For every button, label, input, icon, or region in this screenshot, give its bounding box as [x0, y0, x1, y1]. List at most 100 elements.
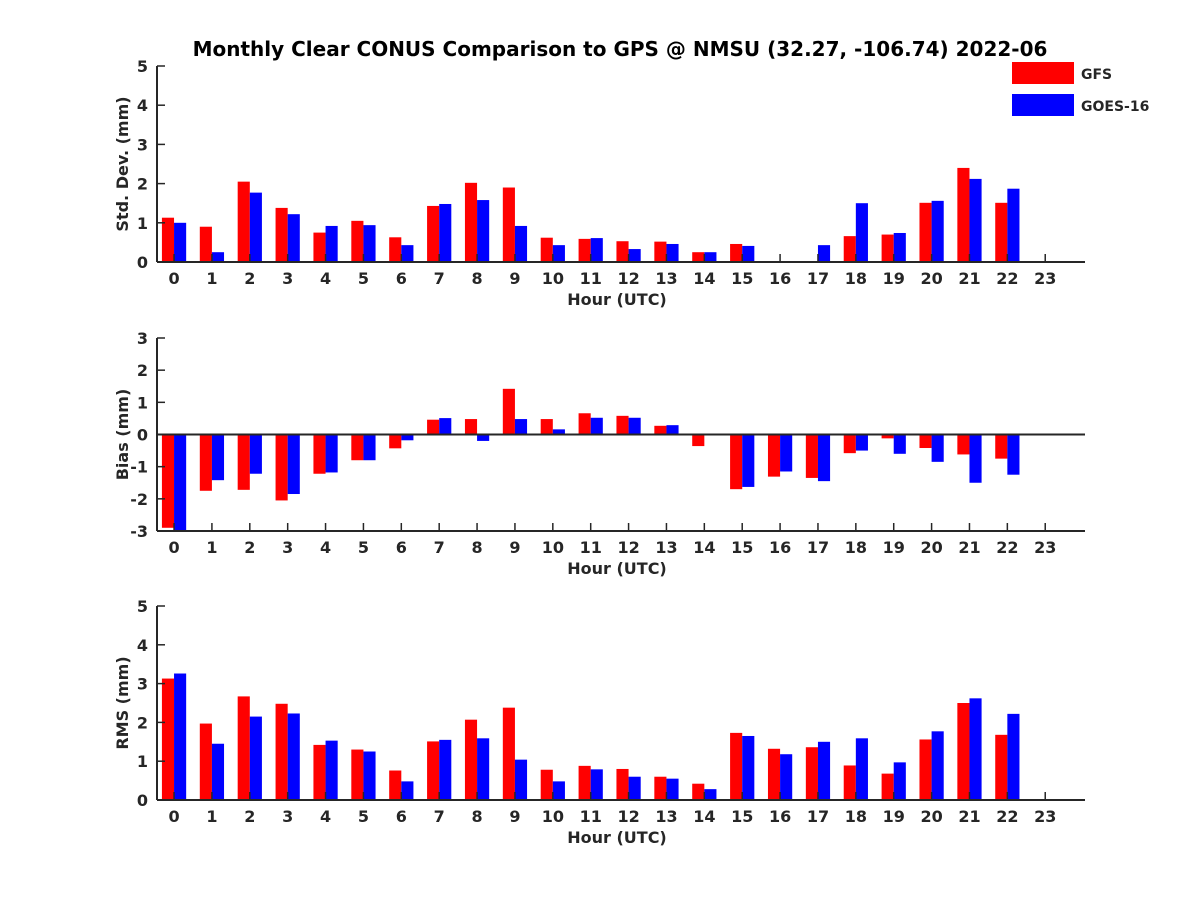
bias-bar-goes16-h3: [287, 434, 300, 495]
rms-bar-goes16-h22: [1007, 713, 1020, 800]
std-dev-xtick-label: 1: [206, 269, 217, 288]
std-dev-bar-goes16-h10: [552, 245, 565, 262]
bias-xtick-label: 11: [580, 538, 602, 557]
std-dev-bar-goes16-h11: [590, 238, 603, 262]
std-dev-bar-gfs-h0: [161, 217, 175, 262]
std-dev-xtick-label: 18: [845, 269, 867, 288]
bias-xtick-label: 16: [769, 538, 791, 557]
rms-xtick-label: 8: [471, 807, 482, 826]
bias-ytick-label: 2: [137, 361, 148, 380]
rms-bar-goes16-h14: [704, 789, 717, 800]
std-dev-bar-gfs-h11: [578, 238, 591, 262]
rms-ytick-label: 0: [137, 791, 148, 810]
bias-bar-goes16-h19: [893, 434, 906, 454]
bias-bar-gfs-h10: [540, 419, 553, 435]
rms-bar-gfs-h12: [616, 768, 629, 800]
rms-bar-gfs-h22: [995, 734, 1008, 800]
bias-bar-goes16-h12: [628, 417, 641, 435]
rms-bar-gfs-h11: [578, 765, 591, 800]
rms-xtick-label: 12: [617, 807, 639, 826]
std-dev-bar-goes16-h12: [628, 249, 641, 262]
bias-bar-goes16-h18: [855, 434, 868, 451]
rms-bar-goes16-h12: [628, 776, 641, 800]
std-dev-xtick-label: 4: [320, 269, 331, 288]
rms-bar-goes16-h18: [855, 738, 868, 800]
bias-bar-gfs-h1: [199, 434, 212, 491]
rms-xtick-label: 14: [693, 807, 715, 826]
rms-xtick-label: 21: [958, 807, 980, 826]
std-dev-xtick-label: 2: [244, 269, 255, 288]
std-dev-xtick-label: 19: [883, 269, 905, 288]
rms-bar-goes16-h19: [893, 762, 906, 800]
rms-xtick-label: 22: [996, 807, 1018, 826]
rms-bar-goes16-h21: [969, 698, 982, 800]
rms-bar-goes16-h1: [211, 743, 225, 800]
std-dev-bar-gfs-h14: [692, 252, 705, 262]
bias-bar-gfs-h18: [843, 434, 856, 454]
std-dev-bar-goes16-h17: [817, 245, 831, 262]
std-dev-xtick-label: 9: [509, 269, 520, 288]
bias-xtick-label: 2: [244, 538, 255, 557]
std-dev-x-label: Hour (UTC): [567, 290, 667, 309]
rms-xtick-label: 7: [434, 807, 445, 826]
rms-bar-goes16-h10: [552, 781, 565, 800]
std-dev-xtick-label: 12: [617, 269, 639, 288]
legend-label-gfs: GFS: [1081, 67, 1112, 83]
bias-bar-goes16-h0: [174, 434, 187, 531]
rms-bar-goes16-h7: [439, 739, 452, 800]
bias-bar-gfs-h2: [237, 434, 250, 490]
std-dev-xtick-label: 5: [358, 269, 369, 288]
std-dev-bar-goes16-h9: [514, 225, 528, 262]
rms-bar-goes16-h13: [666, 778, 679, 800]
std-dev-bar-gfs-h13: [654, 241, 667, 262]
bias-bar-gfs-h6: [389, 434, 402, 449]
std-dev-bar-goes16-h6: [401, 245, 414, 262]
std-dev-bar-gfs-h5: [351, 220, 364, 262]
bias-xtick-label: 8: [471, 538, 482, 557]
bias-bar-gfs-h5: [351, 434, 364, 461]
bias-xtick-label: 13: [655, 538, 677, 557]
bias-bar-goes16-h6: [401, 434, 414, 441]
std-dev-xtick-label: 7: [434, 269, 445, 288]
std-dev-bar-gfs-h21: [957, 167, 970, 262]
rms-ytick-label: 1: [137, 752, 148, 771]
rms-bar-gfs-h6: [389, 770, 402, 800]
bias-bar-gfs-h9: [502, 388, 515, 435]
rms-xtick-label: 6: [396, 807, 407, 826]
rms-bar-gfs-h0: [161, 678, 175, 800]
std-dev-xtick-label: 0: [168, 269, 179, 288]
std-dev-xtick-label: 15: [731, 269, 753, 288]
std-dev-bar-goes16-h18: [855, 203, 868, 262]
rms-bar-gfs-h15: [730, 732, 743, 800]
std-dev-bar-gfs-h6: [389, 237, 402, 262]
bias-x-label: Hour (UTC): [567, 559, 667, 578]
std-dev-xtick-label: 6: [396, 269, 407, 288]
std-dev-bar-gfs-h2: [237, 181, 250, 262]
bias-ytick-label: 1: [137, 393, 148, 412]
rms-x-label: Hour (UTC): [567, 828, 667, 847]
bias-bar-goes16-h4: [325, 434, 338, 473]
bias-bar-gfs-h15: [730, 434, 743, 490]
rms-ytick-label: 4: [137, 636, 148, 655]
rms-bar-goes16-h8: [477, 738, 490, 800]
rms-bar-gfs-h16: [767, 748, 781, 800]
bias-xtick-label: 21: [958, 538, 980, 557]
bias-bar-goes16-h22: [1007, 434, 1020, 475]
rms-xtick-label: 2: [244, 807, 255, 826]
std-dev-bar-gfs-h20: [919, 202, 932, 262]
bias-bar-goes16-h17: [817, 434, 831, 482]
std-dev-xtick-label: 3: [282, 269, 293, 288]
rms-bar-gfs-h1: [199, 723, 212, 800]
std-dev-bar-gfs-h8: [464, 182, 478, 262]
bias-bar-gfs-h21: [957, 434, 970, 455]
bias-bar-gfs-h19: [881, 434, 894, 439]
bias-xtick-label: 1: [206, 538, 217, 557]
bias-bar-gfs-h4: [313, 434, 326, 474]
bias-bar-gfs-h17: [805, 434, 818, 478]
bias-bar-gfs-h14: [692, 434, 705, 447]
bias-xtick-label: 4: [320, 538, 331, 557]
bias-ytick-label: 0: [137, 426, 148, 445]
